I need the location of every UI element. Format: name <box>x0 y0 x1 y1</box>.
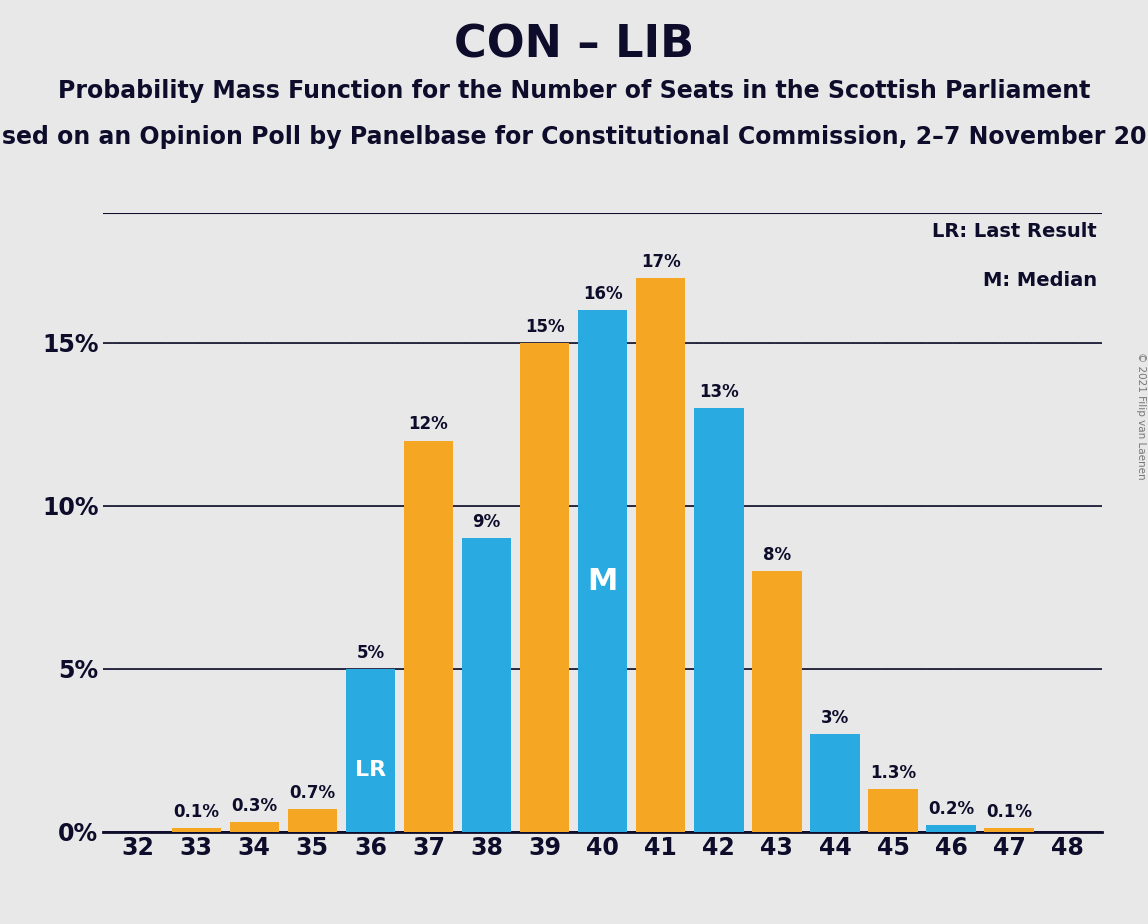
Bar <box>461 539 511 832</box>
Text: 0.1%: 0.1% <box>173 803 219 821</box>
Bar <box>346 669 395 832</box>
Bar <box>695 408 744 832</box>
Text: 0.7%: 0.7% <box>289 784 335 802</box>
Text: 1.3%: 1.3% <box>870 764 916 782</box>
Text: LR: Last Result: LR: Last Result <box>932 222 1097 241</box>
Bar <box>520 343 569 832</box>
Text: Probability Mass Function for the Number of Seats in the Scottish Parliament: Probability Mass Function for the Number… <box>57 79 1091 103</box>
Text: M: Median: M: Median <box>983 272 1097 290</box>
Bar <box>404 441 453 832</box>
Text: 5%: 5% <box>356 643 385 662</box>
Text: 0.3%: 0.3% <box>231 796 278 815</box>
Bar <box>752 571 801 832</box>
Text: 9%: 9% <box>473 513 501 531</box>
Bar <box>810 734 860 832</box>
Text: 16%: 16% <box>583 286 622 303</box>
Text: 13%: 13% <box>699 383 738 401</box>
Text: © 2021 Filip van Laenen: © 2021 Filip van Laenen <box>1135 352 1146 480</box>
Text: M: M <box>588 566 618 596</box>
Text: 12%: 12% <box>409 416 449 433</box>
Text: 0.2%: 0.2% <box>928 800 975 818</box>
Text: 17%: 17% <box>641 252 681 271</box>
Text: 3%: 3% <box>821 709 850 726</box>
Bar <box>288 808 338 832</box>
Bar <box>579 310 627 832</box>
Text: CON – LIB: CON – LIB <box>453 23 695 67</box>
Text: LR: LR <box>355 760 386 780</box>
Bar <box>926 825 976 832</box>
Bar <box>171 828 220 832</box>
Bar <box>230 821 279 832</box>
Bar <box>985 828 1034 832</box>
Bar <box>868 789 917 832</box>
Text: 0.1%: 0.1% <box>986 803 1032 821</box>
Text: 15%: 15% <box>525 318 565 335</box>
Bar <box>636 278 685 832</box>
Text: Based on an Opinion Poll by Panelbase for Constitutional Commission, 2–7 Novembe: Based on an Opinion Poll by Panelbase fo… <box>0 125 1148 149</box>
Text: 8%: 8% <box>762 546 791 564</box>
